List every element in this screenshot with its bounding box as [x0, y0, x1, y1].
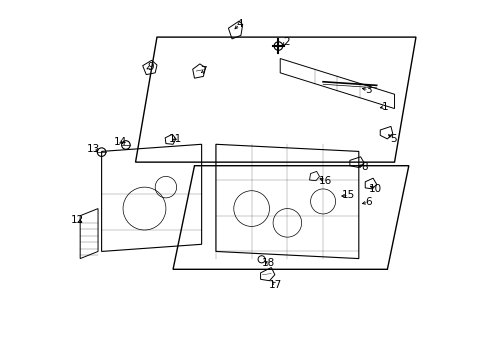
Text: 12: 12	[71, 215, 84, 225]
Text: 3: 3	[365, 85, 371, 95]
Text: 15: 15	[342, 190, 355, 201]
Text: 5: 5	[389, 134, 396, 144]
Text: 10: 10	[368, 184, 381, 194]
Text: 14: 14	[113, 137, 126, 147]
Text: 17: 17	[268, 280, 282, 290]
Text: 7: 7	[200, 66, 206, 76]
Text: 1: 1	[381, 102, 387, 112]
Text: 9: 9	[146, 62, 153, 72]
Text: 6: 6	[365, 197, 371, 207]
Text: 18: 18	[261, 258, 274, 268]
Text: 2: 2	[283, 37, 289, 48]
Text: 11: 11	[168, 134, 182, 144]
Text: 4: 4	[236, 19, 243, 29]
Text: 8: 8	[361, 162, 367, 172]
Text: 13: 13	[86, 144, 100, 154]
Text: 16: 16	[318, 176, 331, 186]
